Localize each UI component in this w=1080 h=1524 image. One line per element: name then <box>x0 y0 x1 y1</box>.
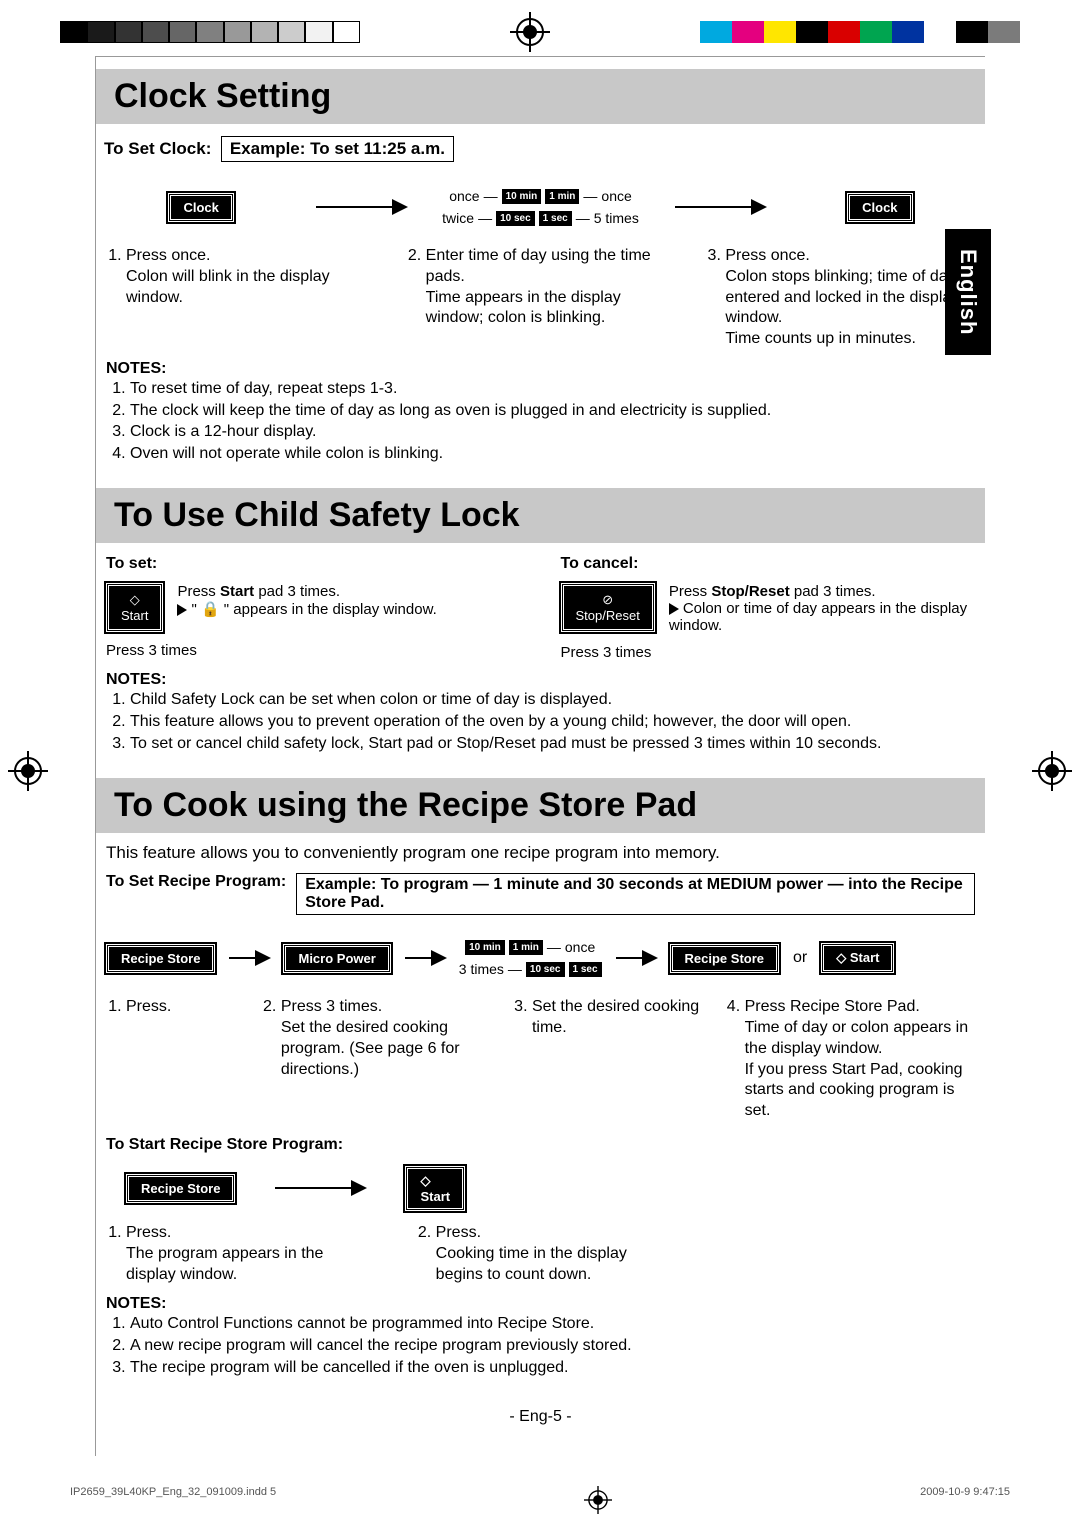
start-recipe-prog-label: To Start Recipe Store Program: <box>96 1122 985 1154</box>
triangle-icon <box>177 604 187 616</box>
recipe-example: Example: To program — 1 minute and 30 se… <box>296 873 975 915</box>
set-text-1: Press Start pad 3 times. <box>177 583 436 600</box>
clock-step-3: Press once. Colon stops blinking; time o… <box>725 246 975 350</box>
registration-mark-bottom <box>588 1490 608 1510</box>
recipe-notes-label: NOTES: <box>106 1295 975 1313</box>
arrow-icon <box>275 1187 365 1189</box>
pad-1sec-b[interactable]: 1 sec <box>569 962 602 977</box>
childlock-notes-label: NOTES: <box>106 671 975 689</box>
pad-1min[interactable]: 1 min <box>545 189 579 204</box>
start-button[interactable]: ◇Start <box>106 583 163 632</box>
cancel-text-1: Press Stop/Reset pad 3 times. <box>669 583 975 600</box>
once-label-b: once <box>565 939 595 955</box>
twice-label: twice <box>442 210 474 226</box>
press-3-label: Press 3 times <box>106 642 521 659</box>
recipe-step-4: Press Recipe Store Pad. Time of day or c… <box>745 997 975 1122</box>
start-step-1: Press. The program appears in the displa… <box>126 1223 356 1285</box>
clock-step-1: Press once. Colon will blink in the disp… <box>126 246 376 308</box>
pad-1sec[interactable]: 1 sec <box>539 211 572 226</box>
childlock-notes: Child Safety Lock can be set when colon … <box>130 689 975 754</box>
set-text-2: " 🔒 " appears in the display window. <box>191 601 436 618</box>
registration-mark-top <box>516 18 544 46</box>
set-clock-label: To Set Clock: <box>104 139 211 158</box>
once-label-2: once <box>601 188 631 204</box>
registration-mark-right <box>1038 757 1066 785</box>
footer-left: IP2659_39L40KP_Eng_32_091009.indd 5 <box>70 1486 276 1514</box>
pad-1min-b[interactable]: 1 min <box>509 940 543 955</box>
once-label: once <box>449 188 479 204</box>
start-button-c[interactable]: ◇Start <box>405 1166 465 1211</box>
clock-button[interactable]: Clock <box>168 193 233 222</box>
arrow-icon <box>229 957 269 959</box>
pad-10min[interactable]: 10 min <box>502 189 542 204</box>
press-3-label-2: Press 3 times <box>561 644 976 661</box>
pad-10min-b[interactable]: 10 min <box>465 940 505 955</box>
start-step-2: Press. Cooking time in the display begin… <box>436 1223 666 1285</box>
recipe-store-button-2[interactable]: Recipe Store <box>670 944 779 973</box>
registration-mark-left <box>14 757 42 785</box>
arrow-icon <box>405 957 445 959</box>
clock-notes-label: NOTES: <box>106 360 975 378</box>
clock-example: Example: To set 11:25 a.m. <box>221 136 454 162</box>
page-content: English Clock Setting To Set Clock: Exam… <box>95 56 985 1456</box>
clock-button-2[interactable]: Clock <box>847 193 912 222</box>
grayscale-bar <box>60 21 360 43</box>
clock-step-2: Enter time of day using the time pads. T… <box>426 246 676 329</box>
five-label: 5 times <box>594 210 639 226</box>
section-clock-heading: Clock Setting <box>96 69 985 124</box>
clock-notes: To reset time of day, repeat steps 1-3.T… <box>130 378 975 464</box>
pad-10sec-b[interactable]: 10 sec <box>526 962 565 977</box>
cancel-text-2: Colon or time of day appears in the disp… <box>669 600 967 634</box>
language-tab: English <box>945 229 991 355</box>
to-set-label: To set: <box>106 555 521 573</box>
section-childlock-heading: To Use Child Safety Lock <box>96 488 985 543</box>
recipe-notes: Auto Control Functions cannot be program… <box>130 1313 975 1378</box>
recipe-store-button-3[interactable]: Recipe Store <box>126 1174 235 1203</box>
stop-reset-button[interactable]: ⊘Stop/Reset <box>561 583 655 632</box>
color-bar <box>700 21 1020 43</box>
three-times-label: 3 times <box>459 961 504 977</box>
page-number: - Eng-5 - <box>96 1408 985 1426</box>
arrow-icon <box>675 206 765 208</box>
pad-10sec[interactable]: 10 sec <box>496 211 535 226</box>
print-calibration-row <box>0 18 1080 46</box>
micro-power-button[interactable]: Micro Power <box>283 944 390 973</box>
arrow-icon <box>316 206 406 208</box>
or-label: or <box>793 949 807 967</box>
recipe-step-2: Press 3 times. Set the desired cooking p… <box>281 997 492 1080</box>
triangle-icon <box>669 603 679 615</box>
recipe-step-3: Set the desired cooking time. <box>532 997 705 1039</box>
recipe-step-1: Press. <box>126 997 241 1018</box>
print-footer: IP2659_39L40KP_Eng_32_091009.indd 5 2009… <box>0 1456 1080 1524</box>
recipe-store-button[interactable]: Recipe Store <box>106 944 215 973</box>
set-recipe-label: To Set Recipe Program: <box>106 873 286 891</box>
section-recipe-heading: To Cook using the Recipe Store Pad <box>96 778 985 833</box>
to-cancel-label: To cancel: <box>561 555 976 573</box>
start-button-b[interactable]: ◇ Start <box>821 943 894 973</box>
arrow-icon <box>616 957 656 959</box>
recipe-intro: This feature allows you to conveniently … <box>106 843 975 863</box>
footer-right: 2009-10-9 9:47:15 <box>920 1486 1010 1514</box>
